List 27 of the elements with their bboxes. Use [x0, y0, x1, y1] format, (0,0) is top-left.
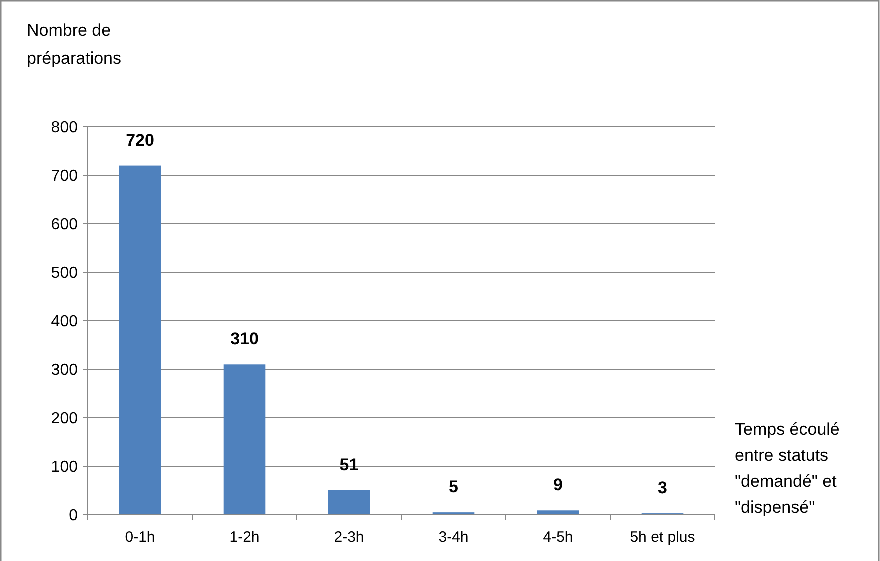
data-label: 720	[126, 130, 154, 150]
y-tick-label: 200	[51, 410, 78, 428]
bar	[119, 166, 162, 515]
y-tick-label: 600	[51, 216, 78, 234]
y-tick-label: 100	[51, 459, 78, 476]
y-tick-label: 800	[51, 120, 78, 137]
bar	[537, 510, 580, 515]
y-tick-label: 300	[51, 362, 78, 380]
y-tick-label: 500	[51, 265, 78, 282]
y-tick-label: 400	[51, 314, 78, 331]
x-tick-label: 1-2h	[230, 529, 260, 546]
data-label: 5	[449, 478, 458, 497]
y-axis-title: Nombre de préparations	[27, 21, 122, 68]
data-label: 9	[554, 476, 563, 495]
bar	[224, 364, 266, 515]
bar	[328, 490, 370, 515]
x-tick-label: 5h et plus	[630, 529, 696, 546]
y-tick-label: 0	[69, 508, 78, 525]
x-tick-label: 3-4h	[438, 529, 469, 546]
x-axis-title: Temps écoulé entre statuts "demandé" et "dispensé"	[735, 420, 840, 517]
data-label: 51	[340, 455, 359, 474]
data-label: 310	[230, 330, 259, 349]
y-tick-label: 700	[51, 168, 78, 186]
x-tick-label: 0-1h	[125, 529, 156, 546]
data-label: 3	[658, 478, 668, 498]
x-tick-label: 4-5h	[543, 529, 574, 546]
x-tick-label: 2-3h	[334, 529, 364, 546]
